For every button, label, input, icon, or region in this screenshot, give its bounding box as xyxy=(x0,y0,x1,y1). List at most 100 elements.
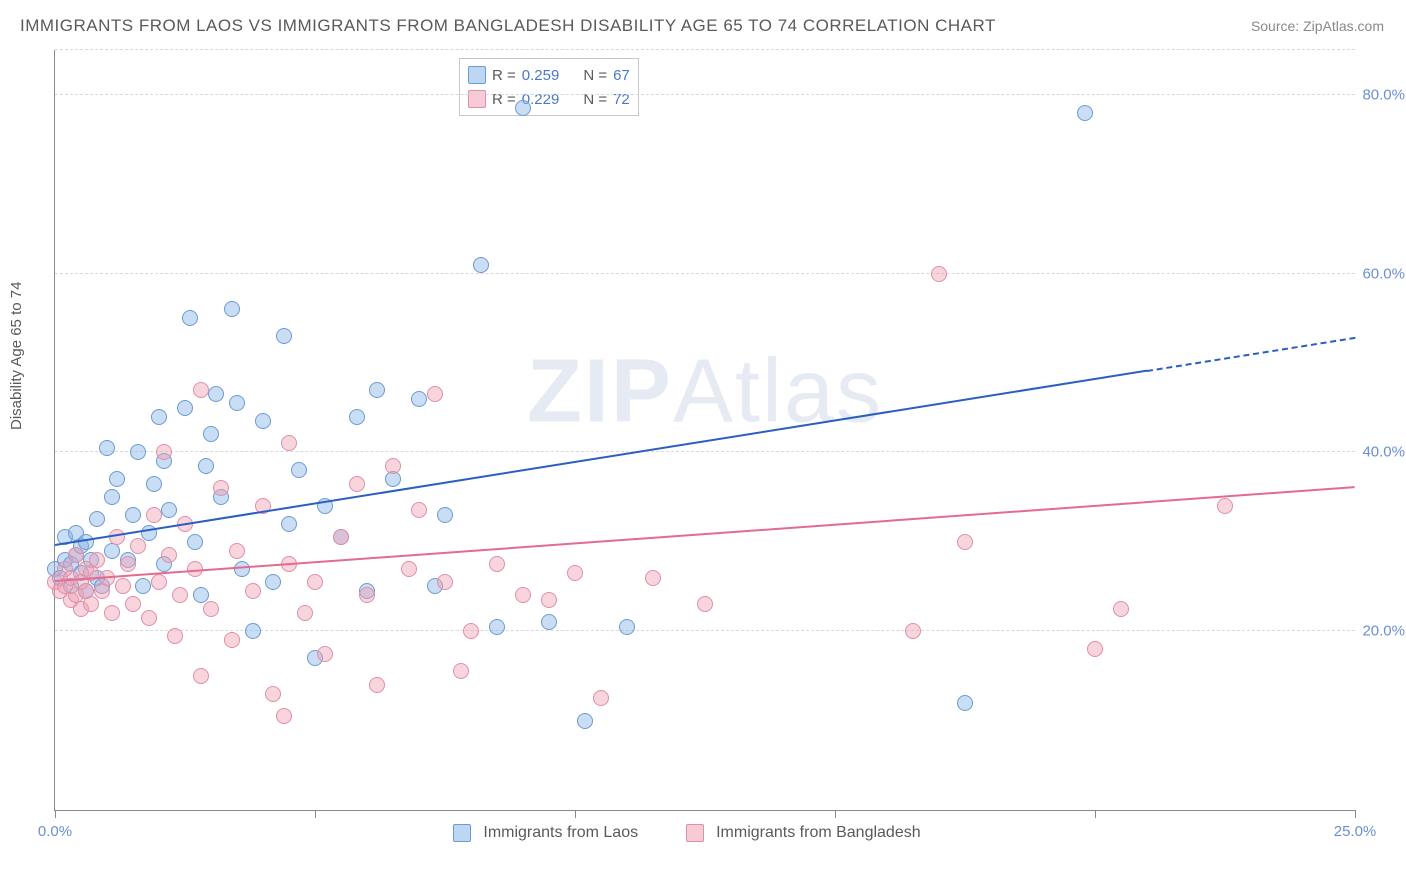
legend-swatch xyxy=(468,66,486,84)
data-point xyxy=(213,480,229,496)
data-point xyxy=(193,668,209,684)
legend-series-label: Immigrants from Bangladesh xyxy=(716,824,921,841)
data-point xyxy=(489,619,505,635)
data-point xyxy=(697,596,713,612)
data-point xyxy=(291,462,307,478)
data-point xyxy=(146,507,162,523)
data-point xyxy=(437,574,453,590)
data-point xyxy=(957,695,973,711)
data-point xyxy=(385,458,401,474)
data-point xyxy=(281,516,297,532)
data-point xyxy=(276,708,292,724)
data-point xyxy=(333,529,349,545)
legend-swatch xyxy=(686,824,704,842)
data-point xyxy=(349,476,365,492)
data-point xyxy=(245,583,261,599)
data-point xyxy=(104,489,120,505)
data-point xyxy=(203,426,219,442)
data-point xyxy=(297,605,313,621)
data-point xyxy=(473,257,489,273)
data-point xyxy=(177,400,193,416)
x-tick xyxy=(1095,810,1096,818)
data-point xyxy=(349,409,365,425)
x-tick xyxy=(1355,810,1356,818)
data-point xyxy=(567,565,583,581)
watermark: ZIPAtlas xyxy=(527,341,883,444)
data-point xyxy=(957,534,973,550)
data-point xyxy=(224,301,240,317)
data-point xyxy=(931,266,947,282)
data-point xyxy=(369,382,385,398)
data-point xyxy=(359,587,375,603)
data-point xyxy=(245,623,261,639)
legend-row: R =0.229N =72 xyxy=(468,87,630,111)
x-tick xyxy=(315,810,316,818)
data-point xyxy=(229,395,245,411)
trend-line xyxy=(1147,337,1355,372)
data-point xyxy=(167,628,183,644)
x-tick xyxy=(55,810,56,818)
data-point xyxy=(1077,105,1093,121)
x-tick xyxy=(835,810,836,818)
data-point xyxy=(130,538,146,554)
series-legend: Immigrants from Laos Immigrants from Bang… xyxy=(55,824,1355,842)
data-point xyxy=(265,686,281,702)
gridline xyxy=(55,49,1355,50)
gridline xyxy=(55,94,1355,95)
legend-n-value: 67 xyxy=(613,67,630,84)
data-point xyxy=(1087,641,1103,657)
trend-line xyxy=(55,486,1355,582)
data-point xyxy=(187,534,203,550)
data-point xyxy=(307,574,323,590)
legend-swatch xyxy=(468,90,486,108)
data-point xyxy=(193,382,209,398)
legend-series-label: Immigrants from Laos xyxy=(483,824,638,841)
data-point xyxy=(593,690,609,706)
data-point xyxy=(229,543,245,559)
data-point xyxy=(515,100,531,116)
data-point xyxy=(161,502,177,518)
y-tick-label: 60.0% xyxy=(1360,265,1405,282)
data-point xyxy=(427,386,443,402)
gridline xyxy=(55,451,1355,452)
data-point xyxy=(411,502,427,518)
data-point xyxy=(83,596,99,612)
data-point xyxy=(905,623,921,639)
gridline xyxy=(55,273,1355,274)
legend-n-label: N = xyxy=(583,67,607,84)
data-point xyxy=(208,386,224,402)
data-point xyxy=(255,413,271,429)
data-point xyxy=(489,556,505,572)
data-point xyxy=(135,578,151,594)
data-point xyxy=(156,444,172,460)
x-tick-label: 25.0% xyxy=(1334,823,1377,840)
data-point xyxy=(645,570,661,586)
data-point xyxy=(203,601,219,617)
data-point xyxy=(125,507,141,523)
chart-title: IMMIGRANTS FROM LAOS VS IMMIGRANTS FROM … xyxy=(20,16,996,36)
y-tick-label: 20.0% xyxy=(1360,623,1405,640)
data-point xyxy=(1217,498,1233,514)
data-point xyxy=(453,663,469,679)
x-tick-label: 0.0% xyxy=(38,823,72,840)
data-point xyxy=(401,561,417,577)
data-point xyxy=(151,409,167,425)
data-point xyxy=(141,610,157,626)
data-point xyxy=(541,592,557,608)
source-attribution: Source: ZipAtlas.com xyxy=(1251,18,1384,34)
data-point xyxy=(146,476,162,492)
data-point xyxy=(115,578,131,594)
data-point xyxy=(182,310,198,326)
y-tick-label: 80.0% xyxy=(1360,86,1405,103)
data-point xyxy=(172,587,188,603)
data-point xyxy=(198,458,214,474)
legend-r-value: 0.259 xyxy=(522,67,560,84)
data-point xyxy=(130,444,146,460)
data-point xyxy=(89,552,105,568)
data-point xyxy=(1113,601,1129,617)
plot-area: ZIPAtlas R =0.259N =67R =0.229N =72 Immi… xyxy=(54,50,1355,811)
data-point xyxy=(281,435,297,451)
data-point xyxy=(463,623,479,639)
data-point xyxy=(99,440,115,456)
data-point xyxy=(276,328,292,344)
